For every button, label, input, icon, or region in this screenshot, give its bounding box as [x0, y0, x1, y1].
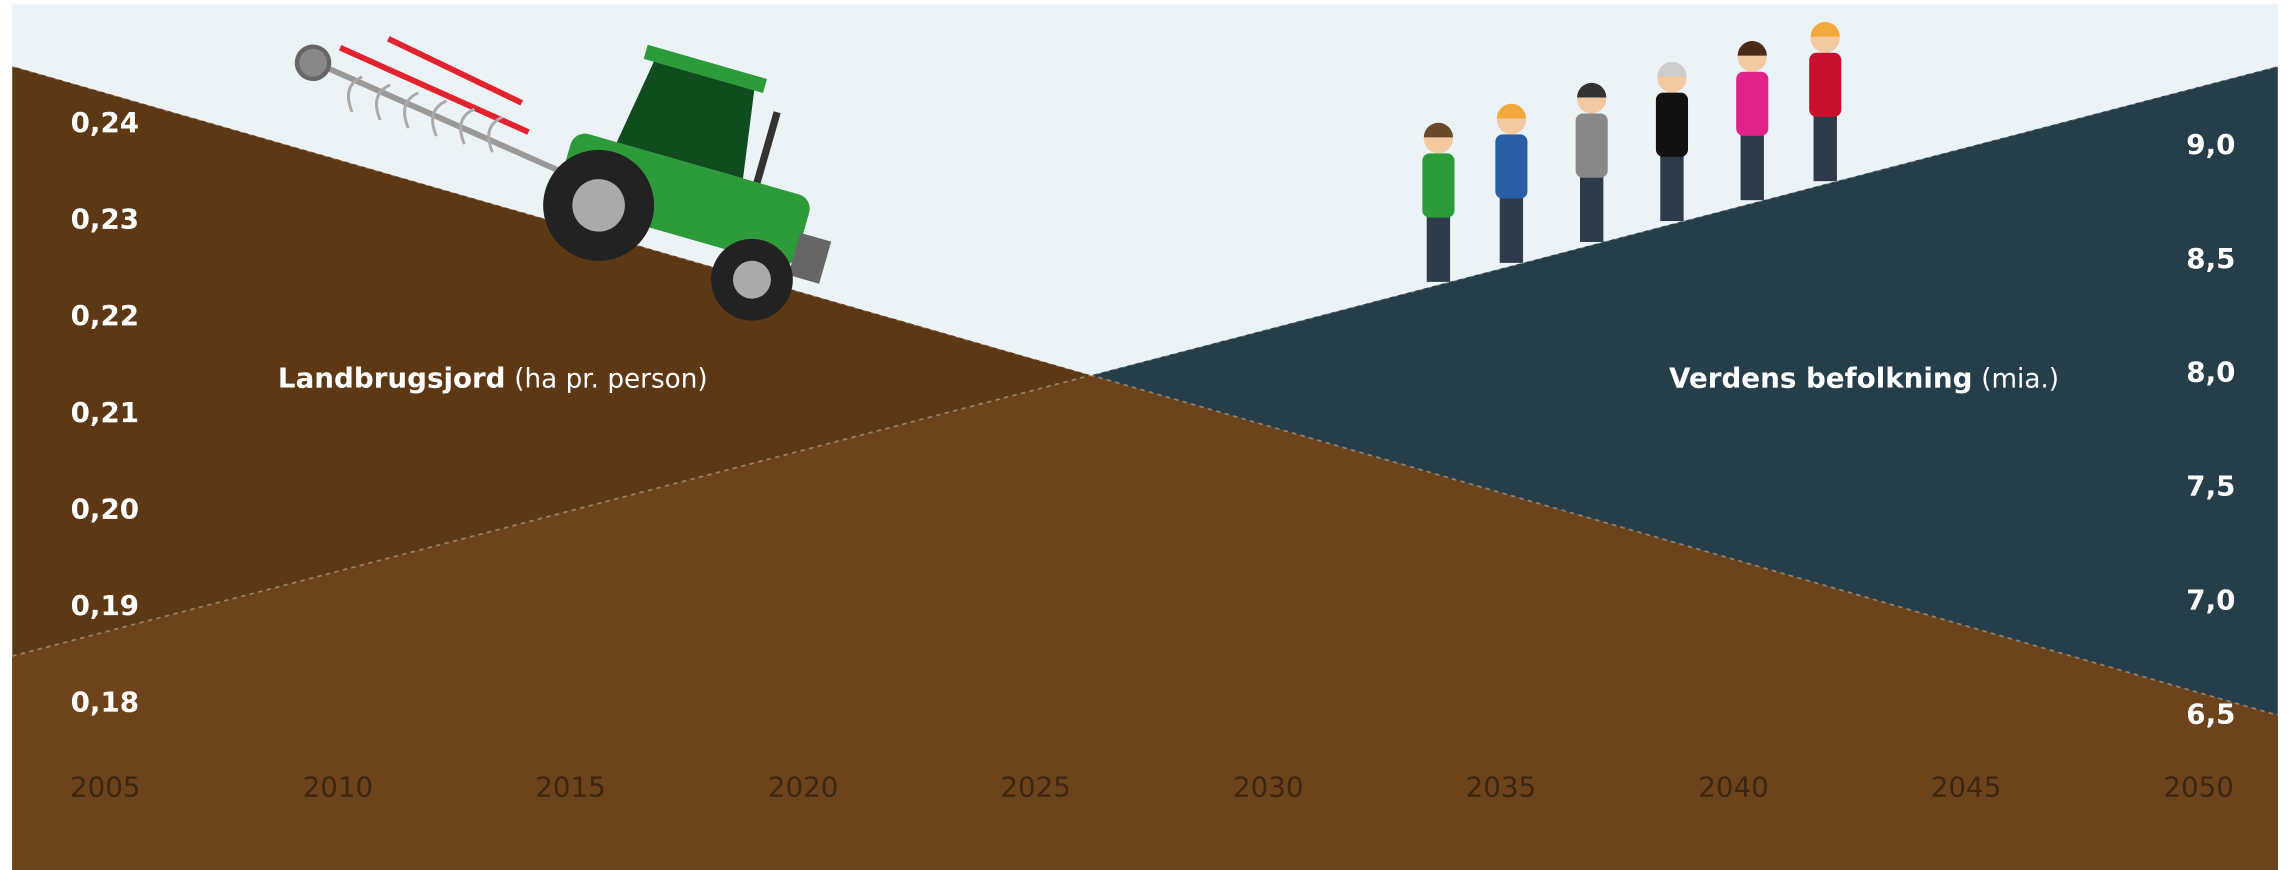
tractor-cab	[616, 55, 756, 179]
rake-tine	[487, 115, 504, 153]
hair	[1423, 122, 1454, 138]
person	[1736, 41, 1769, 201]
hair	[1737, 41, 1767, 56]
hair	[1810, 22, 1840, 37]
weight	[788, 232, 832, 284]
series-label: Landbrugsjord (ha pr. person)	[278, 362, 708, 395]
rake-tine	[431, 99, 447, 137]
y2-tick-label: 8,5	[2186, 242, 2235, 275]
illustrations	[294, 22, 1842, 321]
hair	[1577, 82, 1607, 98]
legs	[1813, 111, 1837, 182]
legs	[1660, 150, 1684, 222]
rake-bar	[318, 62, 564, 175]
hub	[732, 260, 771, 299]
line	[12, 65, 2278, 717]
torso	[1422, 153, 1455, 218]
x-tick-label: 2020	[768, 770, 839, 803]
torso	[1575, 113, 1608, 178]
y2-tick-label: 9,0	[2186, 128, 2235, 161]
legs	[1426, 211, 1451, 282]
tractor-roof	[643, 44, 767, 94]
y2-tick-label: 7,0	[2186, 583, 2235, 616]
area-overlap	[12, 375, 2278, 870]
y-tick-label: 0,18	[71, 686, 139, 719]
person	[1422, 122, 1455, 282]
rake-tine	[403, 91, 419, 129]
fills	[12, 65, 2278, 870]
x-tick-label: 2045	[1931, 770, 2002, 803]
x-tick-label: 2010	[303, 770, 374, 803]
person	[1809, 22, 1842, 182]
x-tick-label: 2040	[1698, 770, 1769, 803]
torso	[1809, 52, 1842, 117]
y-tick-label: 0,22	[71, 299, 139, 332]
x-tick-label: 2005	[70, 770, 141, 803]
x-tick-label: 2050	[2163, 770, 2234, 803]
series-unit: (ha pr. person)	[514, 364, 707, 394]
y-tick-label: 0,23	[71, 203, 139, 236]
torso	[1736, 71, 1769, 136]
person	[1655, 61, 1689, 222]
legs	[1740, 130, 1764, 201]
rake-tine	[375, 83, 391, 121]
series-name: Landbrugsjord	[278, 362, 506, 395]
x-tick-label: 2025	[1000, 770, 1071, 803]
y2-tick-label: 7,5	[2186, 470, 2235, 503]
person	[1495, 103, 1528, 263]
hub	[572, 179, 625, 232]
rake-bar	[338, 45, 530, 135]
rake-bar	[386, 36, 523, 106]
rake-wheel	[294, 44, 332, 81]
x-tick-label: 2030	[1233, 770, 1304, 803]
series-name: Verdens befolkning	[1669, 362, 1972, 395]
y-tick-label: 0,20	[71, 492, 139, 525]
series-label: Verdens befolkning (mia.)	[1669, 362, 2059, 395]
tractor	[294, 36, 832, 321]
y-tick-label: 0,21	[71, 396, 139, 429]
y-tick-label: 0,19	[71, 589, 139, 622]
hair	[1496, 103, 1526, 119]
y2-tick-label: 8,0	[2186, 356, 2235, 389]
legs	[1580, 171, 1604, 242]
exhaust	[753, 111, 781, 184]
hair	[1657, 61, 1687, 77]
torso	[1495, 134, 1528, 199]
legs	[1499, 192, 1524, 263]
y2-tick-label: 6,5	[2186, 697, 2235, 730]
y-tick-label: 0,24	[71, 106, 139, 139]
person	[1575, 82, 1608, 242]
x-tick-label: 2035	[1466, 770, 1537, 803]
torso	[1655, 92, 1689, 157]
rake-tine	[346, 75, 363, 113]
x-tick-label: 2015	[535, 770, 606, 803]
rake-tine	[459, 107, 476, 145]
series-unit: (mia.)	[1981, 364, 2059, 394]
